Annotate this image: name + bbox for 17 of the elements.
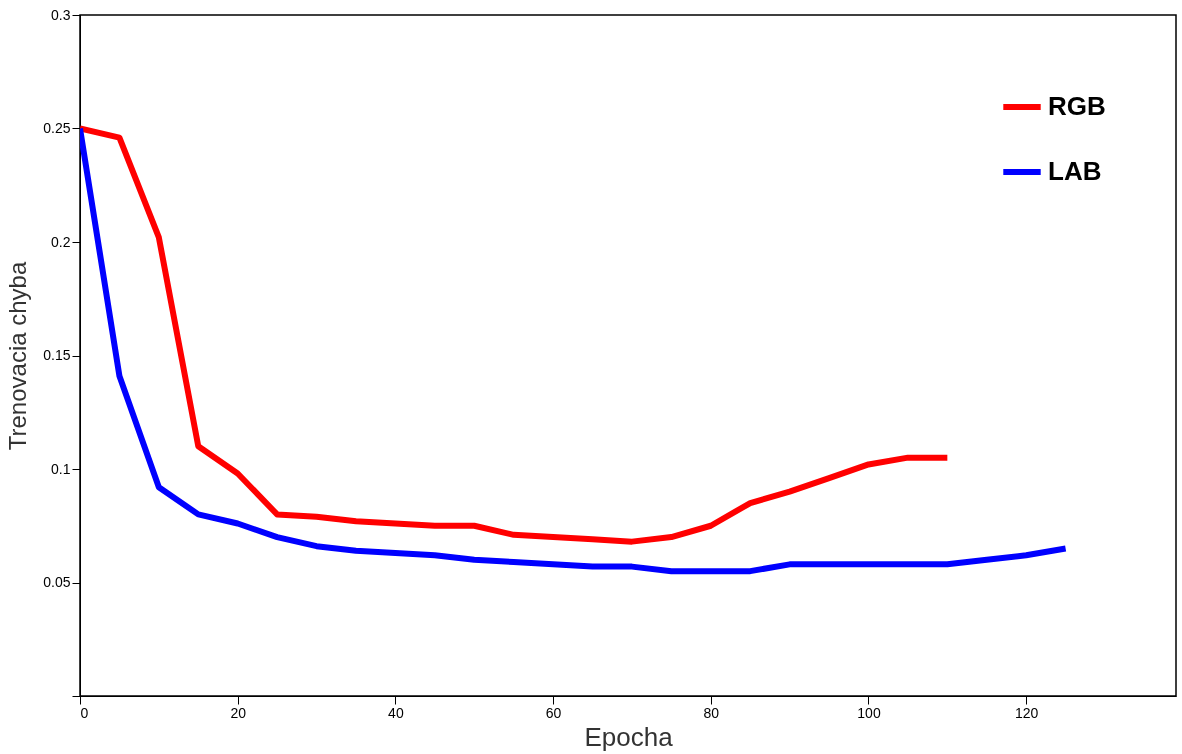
x-tick-label: 100 [857,704,881,721]
y-tick-label: 0.2 [51,233,71,250]
x-tick-label: 0 [80,704,89,721]
x-tick-label: 120 [1015,704,1039,721]
y-tick-label: 0.05 [43,574,71,590]
x-tick-label: 80 [703,704,720,721]
y-tick-label: 0.25 [43,120,71,136]
x-axis-title: Epocha [584,721,674,752]
x-tick-label: 40 [388,704,404,721]
y-tick-label: 0.1 [51,460,71,477]
x-tick-label: 60 [545,704,562,721]
legend-label: RGB [1048,91,1106,121]
y-axis-title: Trenovacia chyba [4,261,32,451]
x-tick-label: 20 [230,704,247,721]
y-tick-label: 0.15 [43,347,71,363]
y-tick-label: 0.3 [51,6,71,23]
legend-label: LAB [1048,156,1102,186]
